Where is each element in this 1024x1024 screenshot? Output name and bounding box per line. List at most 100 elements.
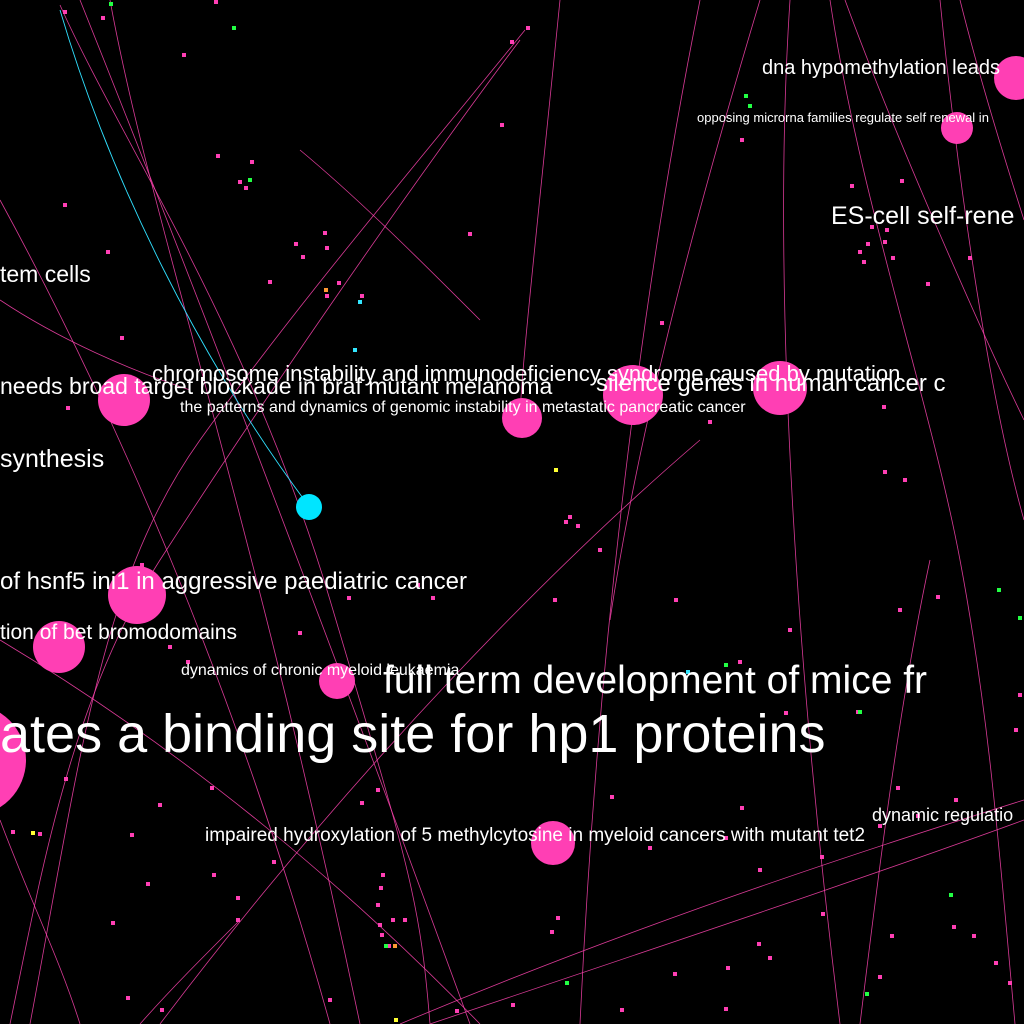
small-node-63 <box>821 912 825 916</box>
accent-node-14 <box>31 831 35 835</box>
small-node-7 <box>250 160 254 164</box>
small-node-84 <box>212 873 216 877</box>
label-bet-bromodomains[interactable]: tion of bet bromodomains <box>0 621 237 644</box>
small-node-100 <box>610 795 614 799</box>
small-node-47 <box>140 563 144 567</box>
label-dynamic-regulation[interactable]: dynamic regulatio <box>872 805 1014 825</box>
small-node-82 <box>360 801 364 805</box>
small-node-28 <box>866 242 870 246</box>
label-opposing-microrna[interactable]: opposing microrna families regulate self… <box>697 110 989 125</box>
small-node-42 <box>431 596 435 600</box>
small-node-90 <box>146 882 150 886</box>
small-node-86 <box>236 918 240 922</box>
edge-9 <box>829 0 1016 1024</box>
edge-8 <box>783 0 841 1024</box>
label-impaired-hydroxylation[interactable]: impaired hydroxylation of 5 methylcytosi… <box>205 825 866 846</box>
small-node-51 <box>883 470 887 474</box>
accent-node-10 <box>865 992 869 996</box>
network-small-nodes <box>11 0 1022 1022</box>
edge-5 <box>9 39 521 1024</box>
small-node-105 <box>878 975 882 979</box>
label-braf-mutant-melanoma[interactable]: needs broad target blockade in braf muta… <box>0 373 553 399</box>
edge-21 <box>0 299 191 391</box>
label-hp1-proteins[interactable]: ates a binding site for hp1 proteins <box>0 704 826 764</box>
small-node-29 <box>883 240 887 244</box>
edge-16 <box>0 639 481 1024</box>
small-node-89 <box>111 921 115 925</box>
small-node-106 <box>1008 981 1012 985</box>
small-node-39 <box>598 548 602 552</box>
small-node-44 <box>298 631 302 635</box>
small-node-54 <box>784 711 788 715</box>
accent-node-6 <box>997 588 1001 592</box>
small-node-101 <box>724 836 728 840</box>
small-node-70 <box>556 916 560 920</box>
large-node-0 <box>994 56 1024 100</box>
small-node-74 <box>379 886 383 890</box>
small-node-20 <box>120 336 124 340</box>
small-node-15 <box>323 231 327 235</box>
small-node-94 <box>272 860 276 864</box>
large-node-1 <box>941 112 973 144</box>
edge-17 <box>0 819 81 1024</box>
small-node-30 <box>891 256 895 260</box>
accent-node-3 <box>744 94 748 98</box>
edge-22 <box>519 0 561 421</box>
label-hsnf5-ini1[interactable]: of hsnf5 ini1 in aggressive paediatric c… <box>0 568 467 595</box>
label-stem-cells[interactable]: tem cells <box>0 261 91 287</box>
small-node-110 <box>898 608 902 612</box>
accent-node-2 <box>248 178 252 182</box>
small-node-13 <box>294 242 298 246</box>
accent-node-19 <box>358 300 362 304</box>
small-node-38 <box>564 520 568 524</box>
large-node-2 <box>98 374 150 426</box>
small-node-109 <box>1014 728 1018 732</box>
label-chromosome-instability[interactable]: chromosome instability and immunodeficie… <box>152 361 901 386</box>
small-node-9 <box>244 186 248 190</box>
small-node-113 <box>674 598 678 602</box>
small-node-59 <box>878 824 882 828</box>
edge-19 <box>299 149 481 321</box>
label-dna-hypomethylation[interactable]: dna hypomethylation leads <box>762 57 1000 79</box>
edge-15 <box>939 0 1024 521</box>
label-silence-genes[interactable]: silence genes in human cancer c <box>596 370 946 397</box>
small-node-68 <box>620 1008 624 1012</box>
small-node-32 <box>858 250 862 254</box>
highlighted-node <box>296 494 322 520</box>
small-node-61 <box>952 925 956 929</box>
small-node-6 <box>216 154 220 158</box>
edge-3 <box>0 199 331 1024</box>
small-node-87 <box>160 1008 164 1012</box>
small-node-21 <box>468 232 472 236</box>
small-node-56 <box>896 786 900 790</box>
accent-node-13 <box>554 468 558 472</box>
small-node-31 <box>862 260 866 264</box>
small-node-26 <box>900 179 904 183</box>
edge-14 <box>429 819 1024 1024</box>
small-node-71 <box>511 1003 515 1007</box>
large-node-5 <box>753 361 807 415</box>
small-node-12 <box>268 280 272 284</box>
edge-13 <box>399 799 1024 1024</box>
small-node-18 <box>325 294 329 298</box>
label-full-term-development[interactable]: full term development of mice fr <box>383 659 928 702</box>
small-node-41 <box>416 583 420 587</box>
label-synthesis[interactable]: synthesis <box>0 445 105 473</box>
accent-node-0 <box>109 2 113 6</box>
edge-12 <box>609 0 761 621</box>
label-es-cell-self-renewal[interactable]: ES-cell self-rene <box>831 202 1015 230</box>
accent-node-4 <box>748 104 752 108</box>
small-node-8 <box>238 180 242 184</box>
small-node-73 <box>381 873 385 877</box>
large-node-3 <box>502 398 542 438</box>
small-node-0 <box>63 10 67 14</box>
accent-node-17 <box>324 288 328 292</box>
small-node-43 <box>347 596 351 600</box>
edge-7 <box>579 0 701 1024</box>
label-genomic-instability-pancreatic[interactable]: the patterns and dynamics of genomic ins… <box>180 399 746 416</box>
small-node-88 <box>126 996 130 1000</box>
accent-node-8 <box>858 710 862 714</box>
small-node-99 <box>740 806 744 810</box>
label-chronic-myeloid-leukaemia[interactable]: dynamics of chronic myeloid leukaemia <box>181 662 460 679</box>
